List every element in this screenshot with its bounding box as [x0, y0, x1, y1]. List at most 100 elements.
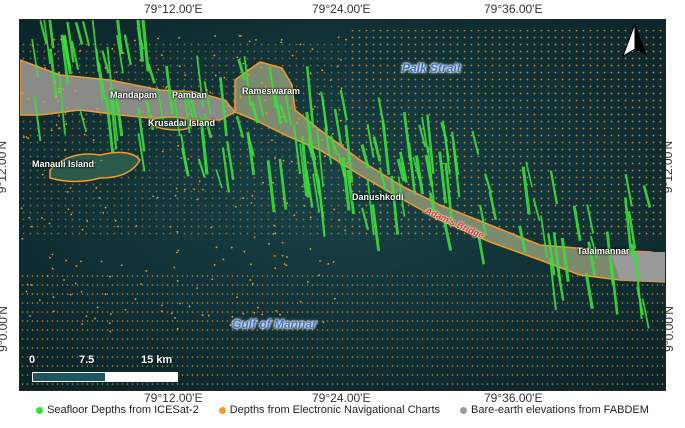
enc-grid-south — [20, 275, 665, 385]
enc-sounding — [157, 37, 160, 40]
icesat-track — [317, 178, 326, 237]
enc-scatter — [20, 34, 349, 333]
icesat-track — [476, 230, 486, 265]
enc-sounding — [211, 278, 214, 281]
icesat-track — [226, 140, 235, 181]
enc-sounding — [342, 144, 344, 147]
enc-sounding — [187, 158, 190, 160]
legend-label-fabdem: Bare-earth elevations from FABDEM — [471, 404, 649, 416]
enc-sounding — [233, 101, 236, 103]
enc-sounding — [321, 139, 324, 141]
bottom-tick-3: 79°36.00'E — [484, 391, 543, 405]
icesat-track — [250, 101, 260, 124]
enc-sounding — [239, 96, 242, 99]
enc-sounding — [313, 105, 316, 108]
enc-sounding — [342, 172, 345, 175]
enc-sounding — [102, 211, 105, 214]
icesat-track — [627, 210, 637, 250]
icesat-track — [560, 237, 570, 282]
enc-sounding — [83, 133, 86, 136]
enc-sounding — [260, 82, 263, 84]
icesat-track — [556, 264, 565, 301]
enc-sounding — [152, 195, 155, 198]
map-panel[interactable]: Mandapam Pamban Rameswaram Krusadai Isla… — [19, 19, 666, 391]
enc-sounding — [38, 299, 41, 302]
enc-sounding — [299, 300, 302, 303]
enc-sounding — [52, 310, 55, 313]
enc-sounding — [180, 157, 183, 159]
enc-sounding — [344, 229, 347, 232]
enc-sounding — [273, 224, 276, 227]
icesat-track — [215, 169, 223, 189]
icesat-track — [237, 58, 246, 81]
enc-sounding — [184, 74, 187, 77]
enc-sounding — [63, 149, 66, 151]
icesat-track — [324, 129, 333, 165]
enc-sounding — [85, 315, 88, 318]
enc-sounding — [115, 71, 118, 73]
icesat-track — [246, 131, 256, 176]
enc-sounding — [109, 330, 112, 333]
icesat-track — [366, 123, 375, 158]
enc-sounding — [111, 48, 114, 50]
enc-sounding — [309, 216, 312, 219]
enc-sounding — [25, 290, 28, 293]
enc-sounding — [26, 283, 29, 286]
enc-sounding — [92, 139, 95, 141]
enc-sounding — [65, 123, 68, 126]
enc-sounding — [201, 314, 204, 316]
enc-sounding — [333, 297, 336, 300]
icesat-track — [101, 50, 110, 74]
enc-sounding — [307, 281, 309, 283]
icesat-track — [636, 286, 645, 316]
enc-sounding — [115, 80, 118, 83]
enc-sounding — [242, 197, 245, 199]
enc-sounding — [174, 316, 176, 319]
enc-sounding — [282, 197, 285, 200]
icesat-track — [426, 114, 435, 174]
enc-sounding — [188, 112, 190, 115]
enc-sounding — [120, 264, 123, 267]
enc-sounding — [124, 308, 127, 311]
icesat-track — [156, 87, 164, 120]
icesat-track — [268, 66, 277, 108]
enc-sounding — [139, 59, 142, 62]
enc-sounding — [321, 69, 324, 72]
enc-sounding — [261, 313, 264, 316]
legend: Seafloor Depths from ICESat-2 Depths fro… — [0, 398, 685, 422]
icesat-track — [427, 146, 435, 203]
enc-sounding — [291, 54, 294, 57]
enc-sounding — [53, 53, 56, 55]
scale-label-mid: 7.5 — [79, 354, 95, 366]
scale-label-end: 15 km — [141, 354, 173, 366]
enc-sounding — [282, 159, 285, 162]
icesat-track — [71, 41, 80, 70]
enc-sounding — [41, 173, 44, 176]
enc-sounding — [251, 194, 254, 197]
icesat-track — [109, 90, 118, 150]
enc-sounding — [28, 216, 31, 219]
enc-sounding — [239, 34, 242, 37]
icesat-track — [366, 179, 375, 236]
enc-sounding — [318, 274, 320, 277]
icesat-track — [438, 151, 448, 204]
icesat-track — [586, 204, 595, 234]
bottom-tick-2: 79°24.00'E — [312, 391, 371, 405]
icesat-track — [344, 124, 354, 183]
enc-sounding — [51, 253, 54, 256]
enc-sounding — [57, 87, 60, 90]
icesat-track — [623, 197, 633, 256]
enc-sounding — [210, 136, 213, 138]
left-tick-2: 9°0.00'N — [0, 306, 10, 352]
enc-sounding — [86, 220, 89, 222]
icesat-track — [360, 144, 370, 169]
icesat-track — [293, 125, 302, 175]
enc-sounding — [109, 88, 111, 91]
legend-item-icesat: Seafloor Depths from ICESat-2 — [36, 404, 199, 416]
enc-sounding — [156, 196, 159, 199]
enc-sounding — [63, 279, 65, 281]
icesat-tracks — [31, 20, 652, 329]
legend-item-enc: Depths from Electronic Navigational Char… — [218, 404, 440, 416]
icesat-track — [642, 184, 652, 208]
enc-sounding — [101, 78, 104, 81]
